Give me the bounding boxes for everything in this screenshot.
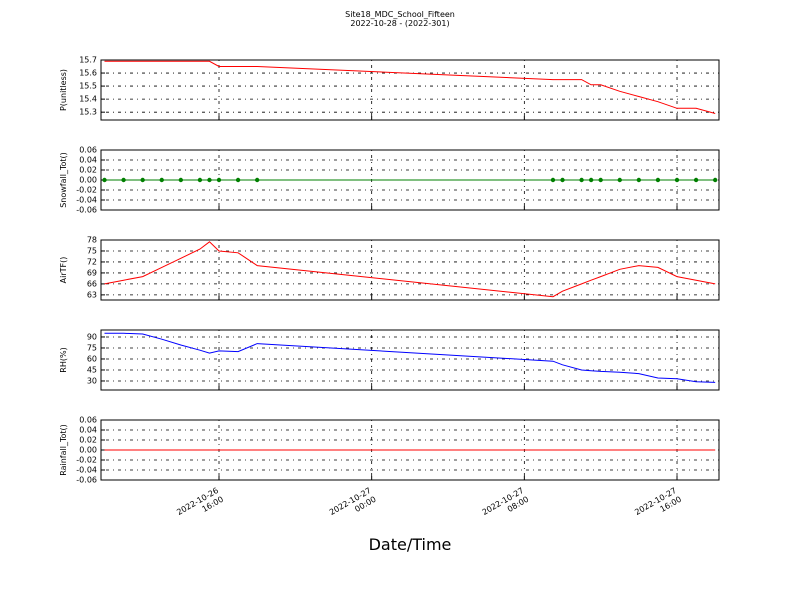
y-axis-label: RH(%) (59, 347, 68, 372)
plot-area (101, 60, 719, 120)
data-point (550, 177, 556, 183)
y-tick-label: 15.6 (79, 69, 97, 78)
y-tick-label: 15.7 (79, 56, 97, 65)
data-line (104, 332, 716, 383)
y-tick-label: 0.00 (79, 446, 97, 455)
plot-frame (100, 239, 720, 301)
y-tick-label: 63 (87, 290, 97, 299)
y-tick-label: 15.5 (79, 82, 97, 91)
data-point (197, 177, 203, 183)
data-point (102, 177, 107, 183)
y-tick-label: 0.06 (79, 416, 97, 425)
y-tick-label: -0.06 (76, 206, 97, 215)
x-axis-label: Date/Time (369, 535, 452, 554)
y-tick-label: 72 (87, 257, 97, 266)
plot-frame (100, 419, 720, 481)
y-tick-label: -0.06 (76, 476, 97, 485)
data-point (216, 177, 222, 183)
chart-title: Site18_MDC_School_Fifteen (345, 10, 455, 19)
data-line (104, 241, 716, 298)
plot-frame (100, 59, 720, 121)
y-tick-label: -0.04 (76, 466, 97, 475)
y-tick-label: 0.04 (79, 156, 97, 165)
plot-area (101, 330, 719, 390)
y-tick-label: 60 (87, 354, 97, 363)
y-tick-label: 90 (87, 332, 97, 341)
y-tick-label: -0.04 (76, 196, 97, 205)
y-tick-label: 15.4 (79, 95, 97, 104)
data-point (235, 177, 241, 183)
y-axis-label: Rainfall_Tot() (59, 424, 68, 476)
data-line (104, 60, 716, 114)
data-point (617, 177, 622, 183)
plot-frame (100, 149, 720, 211)
plot-area (101, 240, 719, 300)
data-point (159, 177, 164, 183)
data-point (207, 177, 212, 183)
data-point (121, 177, 126, 183)
y-axis-label: Snowfall_Tot() (59, 152, 68, 208)
data-point (140, 177, 145, 183)
y-tick-label: -0.02 (76, 186, 97, 195)
y-tick-label: 0.00 (79, 176, 97, 185)
y-tick-label: 0.06 (79, 146, 97, 155)
y-tick-label: 75 (87, 246, 97, 255)
data-point (712, 177, 718, 183)
y-tick-label: 0.02 (79, 166, 97, 175)
y-axis-label: AirTF() (59, 257, 68, 284)
data-point (588, 177, 594, 183)
data-point (598, 177, 603, 183)
y-axis-label: P(unitless) (59, 69, 68, 111)
data-point (655, 177, 661, 183)
data-point (636, 177, 642, 183)
y-tick-label: 69 (87, 268, 97, 277)
y-tick-label: 78 (87, 236, 97, 245)
chart-subtitle: 2022-10-28 - (2022-301) (350, 19, 449, 28)
data-point (579, 177, 584, 183)
y-tick-label: -0.02 (76, 456, 97, 465)
y-tick-label: 45 (87, 365, 97, 374)
y-tick-label: 15.3 (79, 108, 97, 117)
data-point (178, 177, 184, 183)
y-tick-label: 75 (87, 343, 97, 352)
data-point (674, 177, 680, 183)
data-point (693, 177, 699, 183)
data-point (560, 177, 565, 183)
data-point (254, 177, 260, 183)
y-tick-label: 30 (87, 376, 97, 385)
y-tick-label: 66 (87, 279, 97, 288)
plot-frame (100, 329, 720, 391)
y-tick-label: 0.04 (79, 426, 97, 435)
y-tick-label: 0.02 (79, 436, 97, 445)
